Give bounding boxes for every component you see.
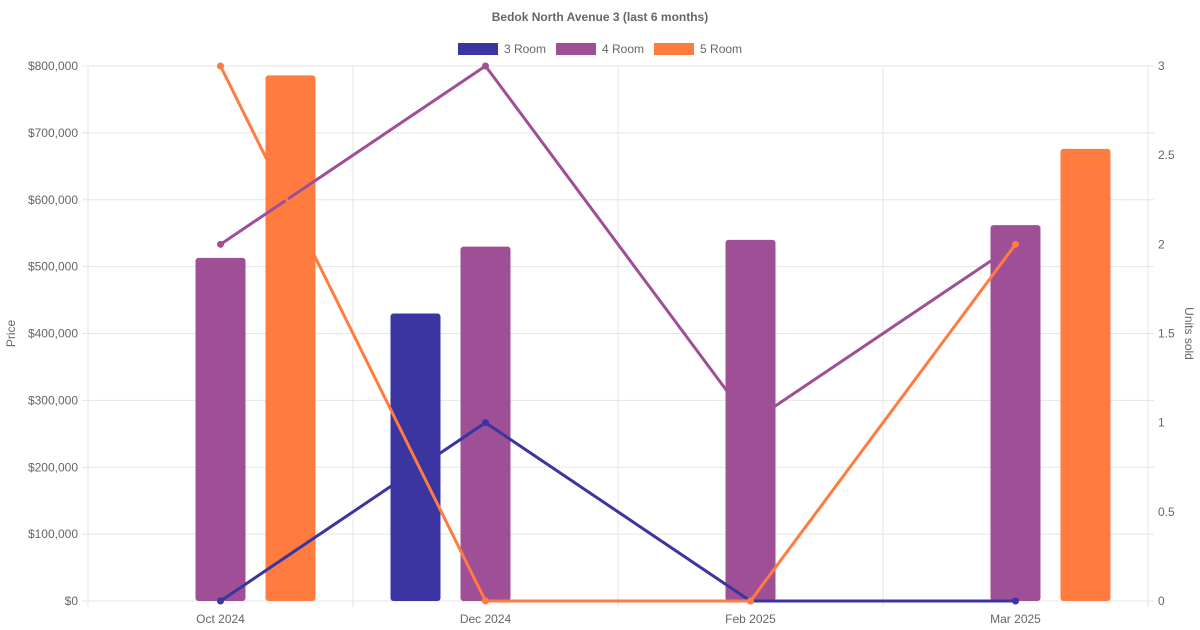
y2-tick-label: 1.5 (1158, 327, 1175, 341)
point-5-room (482, 597, 489, 605)
legend-item-3-room[interactable]: 3 Room (457, 42, 546, 56)
point-3-room (217, 597, 224, 605)
chart-title: Bedok North Avenue 3 (last 6 months) (491, 10, 709, 24)
legend-label-5-room: 5 Room (700, 42, 743, 56)
y-tick-label: $200,000 (28, 460, 78, 474)
y-tick-label: $100,000 (28, 527, 78, 541)
legend-label-4-room: 4 Room (601, 42, 645, 56)
y2-tick-label: 3 (1158, 59, 1165, 73)
point-4-room (747, 419, 754, 427)
legend-label-3-room: 3 Room (503, 42, 546, 56)
y-tick-label: $400,000 (28, 327, 78, 341)
legend-swatch-5-room (654, 43, 695, 55)
y2-tick-label: 1 (1158, 416, 1165, 430)
y-axis-title: Price (4, 320, 18, 348)
legend-swatch-3-room (457, 43, 498, 55)
y-tick-label: $0 (65, 594, 79, 608)
y-tick-label: $600,000 (28, 193, 78, 207)
line-5-room (219, 65, 1017, 603)
y2-tick-label: 0 (1158, 594, 1165, 608)
bar-4-room (990, 225, 1041, 601)
y-tick-label: $300,000 (28, 393, 78, 407)
y2-axis-title: Units sold (1182, 307, 1196, 360)
bar-4-room (195, 257, 246, 601)
legend-item-4-room[interactable]: 4 Room (555, 42, 645, 56)
point-5-room (217, 62, 224, 70)
bar-5-room (1060, 148, 1111, 602)
y-tick-label: $700,000 (28, 126, 78, 140)
x-tick-label: Oct 2024 (196, 612, 245, 626)
point-5-room (1012, 240, 1019, 248)
x-tick-label: Feb 2025 (725, 612, 776, 626)
y2-tick-label: 2.5 (1158, 148, 1175, 162)
x-tick-label: Dec 2024 (460, 612, 512, 626)
legend-swatch-4-room (555, 43, 596, 55)
y-tick-label: $500,000 (28, 260, 78, 274)
y2-tick-label: 0.5 (1158, 505, 1175, 519)
x-tick-label: Mar 2025 (990, 612, 1041, 626)
point-4-room (217, 240, 224, 248)
legend-item-5-room[interactable]: 5 Room (654, 42, 742, 56)
line-3-room (219, 421, 1016, 603)
y-tick-label: $800,000 (28, 59, 78, 73)
y2-tick-label: 2 (1158, 237, 1165, 251)
point-3-room (482, 419, 489, 427)
point-3-room (1012, 597, 1019, 605)
legend: 3 Room 4 Room 5 Room (0, 42, 1200, 56)
point-5-room (747, 597, 754, 605)
bar-5-room (265, 75, 316, 602)
line-4-room (219, 64, 1017, 425)
point-4-room (482, 62, 489, 70)
